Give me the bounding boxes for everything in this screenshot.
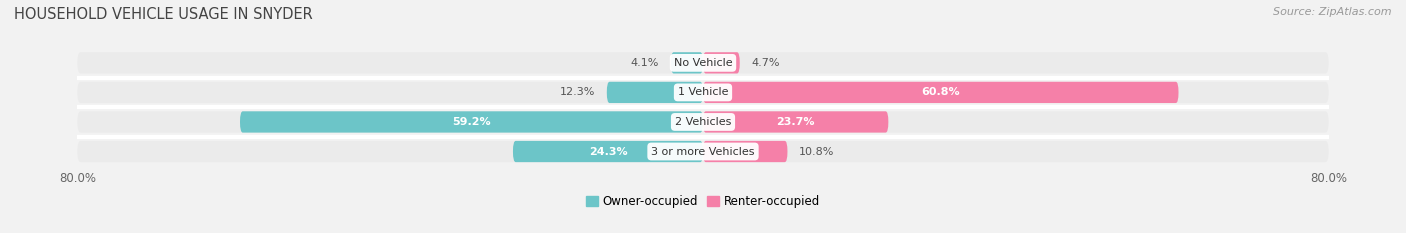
Text: 3 or more Vehicles: 3 or more Vehicles	[651, 147, 755, 157]
Text: 2 Vehicles: 2 Vehicles	[675, 117, 731, 127]
Text: No Vehicle: No Vehicle	[673, 58, 733, 68]
FancyBboxPatch shape	[77, 141, 1329, 162]
FancyBboxPatch shape	[77, 82, 1329, 103]
Legend: Owner-occupied, Renter-occupied: Owner-occupied, Renter-occupied	[586, 195, 820, 209]
FancyBboxPatch shape	[671, 52, 703, 73]
Text: 23.7%: 23.7%	[776, 117, 815, 127]
FancyBboxPatch shape	[703, 52, 740, 73]
FancyBboxPatch shape	[703, 111, 889, 133]
Text: 4.7%: 4.7%	[751, 58, 780, 68]
Text: Source: ZipAtlas.com: Source: ZipAtlas.com	[1274, 7, 1392, 17]
FancyBboxPatch shape	[607, 82, 703, 103]
FancyBboxPatch shape	[240, 111, 703, 133]
FancyBboxPatch shape	[77, 111, 1329, 133]
Text: HOUSEHOLD VEHICLE USAGE IN SNYDER: HOUSEHOLD VEHICLE USAGE IN SNYDER	[14, 7, 312, 22]
Text: 60.8%: 60.8%	[921, 87, 960, 97]
FancyBboxPatch shape	[513, 141, 703, 162]
FancyBboxPatch shape	[703, 141, 787, 162]
Text: 4.1%: 4.1%	[631, 58, 659, 68]
Text: 1 Vehicle: 1 Vehicle	[678, 87, 728, 97]
Text: 12.3%: 12.3%	[560, 87, 595, 97]
Text: 10.8%: 10.8%	[799, 147, 835, 157]
FancyBboxPatch shape	[703, 82, 1178, 103]
FancyBboxPatch shape	[77, 52, 1329, 73]
Text: 59.2%: 59.2%	[453, 117, 491, 127]
Text: 24.3%: 24.3%	[589, 147, 627, 157]
